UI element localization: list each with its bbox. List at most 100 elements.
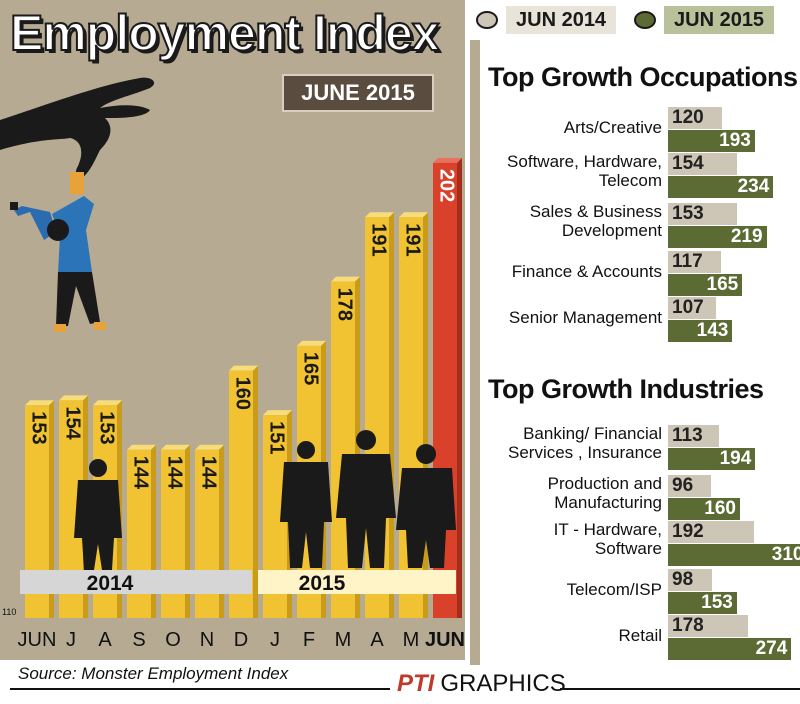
legend-label-2014: JUN 2014 [506,6,617,34]
row-label-line: Software, Hardware, [507,152,662,171]
axis-min-label: 110 [2,607,16,617]
row-label: Senior Management [509,308,662,327]
x-tick-label: D [234,629,248,651]
legend-item-2014: JUN 2014 [476,6,617,34]
bar-2014: 153 [668,203,737,225]
bar-2015: 234 [668,176,774,198]
bar-2015: 160 [668,498,740,520]
bar-side [253,365,258,618]
x-tick-label: A [98,629,112,651]
legend: JUN 2014 JUN 2015 [468,0,800,38]
x-tick-label: O [165,629,181,651]
businessman-silhouette-icon [74,430,456,570]
bar-value-label: 153 [28,411,50,444]
year-label-2014: 2014 [87,572,134,595]
bar-value-label: 154 [62,406,84,440]
x-tick-label: A [370,629,384,651]
brand-credit: PTI GRAPHICS [397,670,566,698]
x-tick-label: M [335,629,352,651]
row-label-line: Services , Insurance [507,443,662,462]
row-label: Arts/Creative [564,118,662,137]
row-label-line: Finance & Accounts [511,262,662,281]
bar-value-label: 153 [96,411,118,444]
row-label-line: Sales & Business [529,202,662,221]
row-label: Finance & Accounts [512,262,662,281]
row-label-line: Production and [547,474,662,493]
bar-top [263,410,292,416]
bar-2015: 165 [668,274,743,296]
brand-text: GRAPHICS [440,670,566,697]
x-axis-tick-labels: JUN J A S O N D J F M A M JUN [18,629,465,651]
side-panel [470,40,800,665]
bar-top [297,340,326,346]
bar-side [423,212,428,618]
row-label-line: Telecom [598,171,662,190]
bar-2015: 219 [668,226,767,248]
bar-top [433,157,462,163]
subtitle-badge: JUNE 2015 [282,74,434,112]
bar-2014: 178 [668,615,749,637]
legend-label-2015: JUN 2015 [664,6,775,34]
row-label-line: Banking/ Financial [523,424,662,443]
bar-2014: 113 [668,425,719,447]
row-label-line: IT - Hardware, [553,520,662,539]
row-label: Banking/ Financial Services , Insurance [508,424,662,462]
x-tick-label: N [200,629,214,651]
row-label-line: Retail [618,626,662,645]
bar-value-label: 151 [266,421,288,454]
occupations-title: Top Growth Occupations [488,62,798,92]
bar-value-label: 165 [300,352,322,385]
bar-top [59,395,88,401]
bar-2014: 120 [668,107,722,129]
bar-2014: 107 [668,297,717,319]
hanging-person-icon [10,172,106,332]
bar-2014: 117 [668,251,721,273]
bar-2015: 194 [668,448,756,470]
bar-top [331,276,360,282]
divider [560,688,800,690]
bar-2015: 274 [668,638,792,660]
bar-value-label: 160 [232,377,254,410]
divider [10,688,390,690]
row-label-line: Senior Management [508,308,662,327]
bar-2014: 192 [668,521,755,543]
bar-2015: 143 [668,320,733,342]
row-label: Telecom/ISP [567,580,662,599]
x-tick-label: M [403,629,420,651]
industries-title: Top Growth Industries [488,374,764,404]
bar-top [127,444,156,450]
bar-value-label: 191 [368,223,390,256]
bar-2014: 96 [668,475,712,497]
bar-top [399,212,428,218]
page-title: Employment Index [9,4,441,62]
row-label: Software, Hardware, Telecom [507,152,662,190]
legend-swatch-2015 [634,11,656,29]
year-label-2015: 2015 [299,572,346,595]
bar-value-label: 144 [130,456,152,490]
pti-logo: PTI [397,670,435,697]
x-tick-label: J [270,629,280,651]
row-label: Sales & Business Development [530,202,662,240]
row-label: IT - Hardware, Software [554,520,662,558]
bar-top [365,212,394,218]
bar-value-label: 144 [164,456,186,490]
row-label-line: Telecom/ISP [566,580,662,599]
bar-2014: 98 [668,569,713,591]
x-tick-label: J [66,629,76,651]
bar-2014: 154 [668,153,738,175]
row-label-line: Manufacturing [554,493,662,512]
bar-value-label: 191 [402,223,424,256]
source-note: Source: Monster Employment Index [18,664,289,683]
bar-top [229,365,258,371]
bar-top [161,444,190,450]
bar-top [93,400,122,406]
row-label-line: Software [594,539,662,558]
bar-value-label: 202 [436,169,458,202]
year-band: 2014 2015 [20,570,456,595]
x-tick-label: F [303,629,315,651]
bar-value-label: 178 [334,288,356,321]
bar-value-label: 144 [198,456,220,490]
bar-side [457,157,462,618]
